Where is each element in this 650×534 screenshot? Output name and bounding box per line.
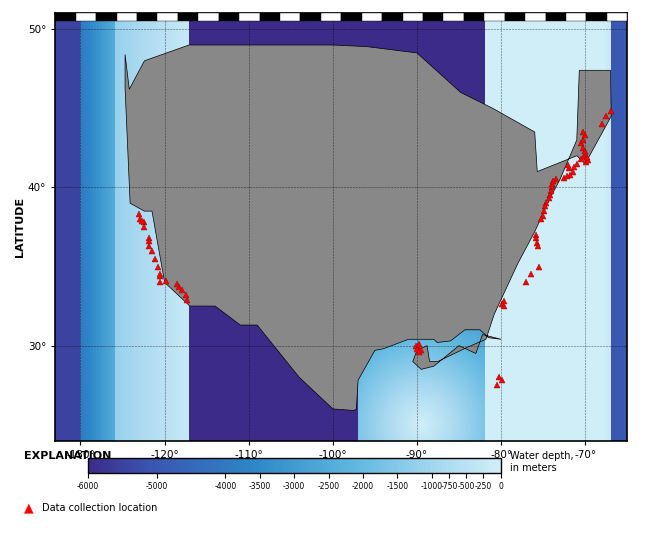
Bar (280, 13, 300, 21)
Bar (55, 13, 75, 21)
Bar (300, 13, 321, 21)
Bar (545, 13, 566, 21)
Polygon shape (125, 45, 611, 411)
Bar (443, 13, 464, 21)
Bar (239, 13, 259, 21)
Bar (464, 13, 484, 21)
Bar (423, 13, 443, 21)
Bar (607, 13, 627, 21)
Bar (75, 13, 96, 21)
Bar (504, 13, 525, 21)
Text: EXPLANATION: EXPLANATION (24, 451, 111, 461)
Text: Data collection location: Data collection location (42, 504, 157, 513)
Bar (321, 13, 341, 21)
Text: ▲: ▲ (24, 502, 34, 515)
Bar (402, 13, 423, 21)
Bar (178, 13, 198, 21)
Bar (361, 13, 382, 21)
Bar (382, 13, 402, 21)
Bar (137, 13, 157, 21)
Bar (566, 13, 586, 21)
Bar (96, 13, 116, 21)
X-axis label: LONGITUDE: LONGITUDE (306, 462, 377, 473)
Bar (116, 13, 137, 21)
Bar (586, 13, 607, 21)
Bar (259, 13, 280, 21)
Bar (484, 13, 504, 21)
Bar (341, 13, 361, 21)
Bar (525, 13, 545, 21)
Bar (218, 13, 239, 21)
Text: Water depth,
in meters: Water depth, in meters (510, 451, 574, 473)
Y-axis label: LATITUDE: LATITUDE (15, 197, 25, 257)
Bar (198, 13, 218, 21)
Bar (157, 13, 178, 21)
